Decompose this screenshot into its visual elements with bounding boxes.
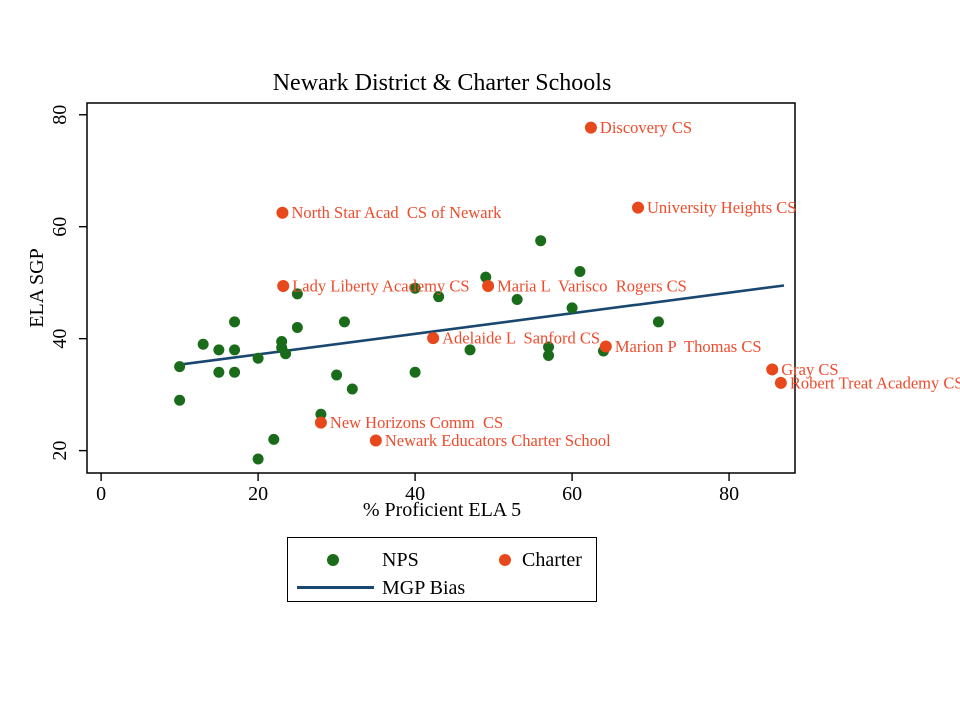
- charter-point-label: University Heights CS: [647, 198, 796, 217]
- plot-frame: [86, 102, 796, 474]
- charter-point-label: Adelaide L Sanford CS: [442, 329, 600, 348]
- charter-point: [427, 332, 440, 345]
- charter-point-label: Maria L Varisco Rogers CS: [497, 277, 687, 296]
- nps-point: [280, 348, 292, 360]
- charter-point-label: Newark Educators Charter School: [385, 431, 611, 450]
- x-tick-label: 20: [248, 483, 268, 505]
- nps-point: [331, 369, 343, 381]
- nps-point: [566, 302, 578, 314]
- x-axis-title: % Proficient ELA 5: [362, 499, 522, 521]
- chart-title: Newark District & Charter Schools: [272, 70, 612, 96]
- x-tick-label: 60: [562, 483, 582, 505]
- charter-point: [584, 121, 597, 134]
- nps-point: [409, 366, 421, 378]
- charter-point-label: Lady Liberty Academy CS: [292, 277, 469, 296]
- x-tick-label: 40: [405, 483, 425, 505]
- nps-point: [574, 265, 586, 277]
- nps-point: [229, 366, 241, 378]
- nps-point: [543, 349, 555, 361]
- nps-point: [252, 352, 264, 364]
- nps-point: [464, 344, 476, 356]
- legend-charter-label: Charter: [522, 549, 582, 571]
- nps-point: [197, 338, 209, 350]
- nps-point: [535, 235, 547, 247]
- charter-point-label: North Star Acad CS of Newark: [291, 203, 502, 222]
- charter-point: [276, 206, 289, 219]
- charter-point: [277, 280, 290, 293]
- nps-point: [213, 344, 225, 356]
- charter-point: [369, 434, 382, 447]
- nps-point: [543, 341, 555, 353]
- legend: NPS Charter MGP Bias: [287, 537, 597, 602]
- legend-charter-marker-icon: [499, 554, 511, 566]
- charter-point: [314, 416, 327, 429]
- legend-mgp-bias-label: MGP Bias: [382, 577, 466, 599]
- nps-point: [433, 291, 445, 303]
- x-tick-label: 80: [719, 483, 739, 505]
- nps-point: [291, 288, 303, 300]
- charter-point: [599, 340, 612, 353]
- charter-point: [482, 280, 495, 293]
- charter-point: [766, 363, 779, 376]
- charter-point: [632, 201, 645, 214]
- charter-point-label: Discovery CS: [600, 118, 692, 137]
- y-tick-label: 20: [49, 441, 71, 461]
- nps-point: [346, 383, 358, 395]
- nps-point: [174, 394, 186, 406]
- charter-point-label: New Horizons Comm CS: [330, 413, 503, 432]
- nps-point: [652, 316, 664, 328]
- nps-point: [229, 344, 241, 356]
- nps-point: [252, 453, 264, 465]
- x-tick-label: 0: [96, 483, 106, 505]
- nps-point: [229, 316, 241, 328]
- nps-point: [291, 321, 303, 333]
- charter-point: [774, 376, 787, 389]
- nps-point: [338, 316, 350, 328]
- y-axis-title: ELA SGP: [26, 248, 48, 328]
- nps-point: [480, 271, 492, 283]
- nps-point: [268, 433, 280, 445]
- legend-nps-label: NPS: [382, 549, 419, 571]
- legend-line-marker-icon: [297, 586, 374, 589]
- y-tick-label: 40: [49, 329, 71, 349]
- nps-point: [174, 361, 186, 373]
- nps-point: [315, 408, 327, 420]
- nps-point: [511, 293, 523, 305]
- legend-nps-marker-icon: [327, 554, 339, 566]
- y-tick-label: 60: [49, 217, 71, 237]
- y-tick-label: 80: [49, 105, 71, 125]
- charter-point-label: Marion P Thomas CS: [615, 337, 762, 356]
- charter-point-label: Gray CS: [781, 360, 838, 379]
- nps-point: [409, 282, 421, 294]
- nps-point: [213, 366, 225, 378]
- charter-point-label: Robert Treat Academy CS: [790, 373, 960, 392]
